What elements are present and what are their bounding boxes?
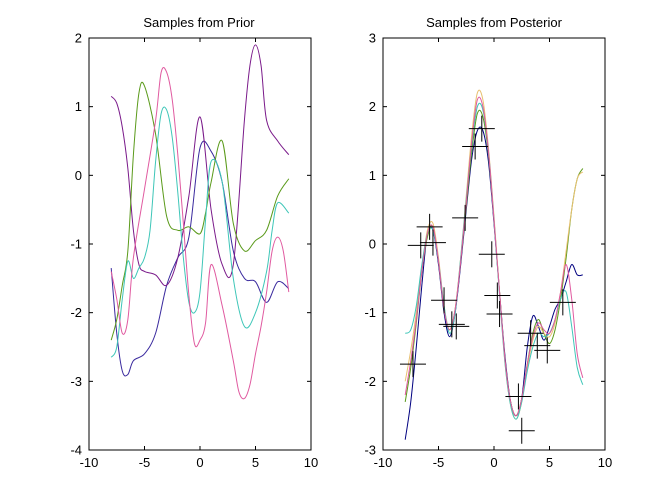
observation-point: [438, 311, 465, 338]
posterior-y-tick-label: 0: [369, 237, 376, 252]
posterior-y-tick-label: 2: [369, 99, 376, 114]
observation-point: [468, 115, 495, 142]
observation-point: [452, 204, 479, 231]
posterior-y-tick-label: 1: [369, 168, 376, 183]
prior-axes-frame: [88, 37, 312, 451]
observation-point: [534, 337, 561, 364]
posterior-y-tick-label: -1: [364, 305, 376, 320]
prior-x-tick-label: 10: [304, 455, 318, 470]
posterior-x-tick-label: 5: [546, 455, 553, 470]
prior-series-line-3: [110, 81, 290, 341]
posterior-plot: Samples from Posterior -10 -5 0 5 10-3-2-101…: [364, 15, 612, 470]
posterior-x-tick-label: -5: [433, 455, 445, 470]
observation-point: [431, 287, 458, 314]
prior-y-tick-label: 1: [75, 99, 82, 114]
prior-y-tick-label: 0: [75, 168, 82, 183]
prior-y-tick-label: -3: [70, 374, 82, 389]
posterior-y-tick-label: 3: [369, 31, 376, 46]
observation-point: [508, 417, 535, 444]
posterior-title: Samples from Posterior: [426, 15, 562, 30]
prior-title: Samples from Prior: [143, 15, 255, 30]
observation-point: [478, 241, 505, 268]
prior-x-tick-label: 0: [196, 455, 203, 470]
posterior-x-tick-label: -10: [374, 455, 393, 470]
posterior-series-line-5: [404, 96, 584, 417]
prior-x-tick-label: -5: [139, 455, 151, 470]
observation-point: [443, 313, 470, 340]
observation-point: [524, 332, 551, 359]
observation-point: [407, 232, 434, 259]
observation-point: [419, 229, 446, 256]
observation-point: [484, 282, 511, 309]
posterior-x-tick-label: 0: [490, 455, 497, 470]
prior-x-tick-label: -10: [80, 455, 99, 470]
posterior-plot-area: [399, 89, 584, 444]
prior-series-line-4: [110, 106, 290, 358]
posterior-x-tick-label: 10: [598, 455, 612, 470]
prior-y-tick-label: -4: [70, 443, 82, 458]
observation-point: [517, 320, 544, 347]
prior-series-line-5: [110, 67, 290, 400]
observation-point: [549, 289, 576, 316]
posterior-axes-frame: [382, 37, 606, 451]
observation-point: [505, 383, 532, 410]
prior-plot-area: [110, 44, 290, 400]
prior-y-tick-label: -1: [70, 237, 82, 252]
prior-series-line-1: [110, 140, 290, 377]
posterior-y-tick-label: -2: [364, 374, 376, 389]
observation-point: [462, 133, 489, 160]
prior-y-tick-label: -2: [70, 305, 82, 320]
prior-y-tick-label: 2: [75, 31, 82, 46]
prior-x-tick-label: 5: [252, 455, 259, 470]
observation-point: [399, 351, 426, 378]
observation-point: [416, 213, 443, 240]
posterior-y-tick-label: -3: [364, 443, 376, 458]
observation-point: [486, 301, 513, 328]
prior-series-line-2: [110, 44, 290, 287]
